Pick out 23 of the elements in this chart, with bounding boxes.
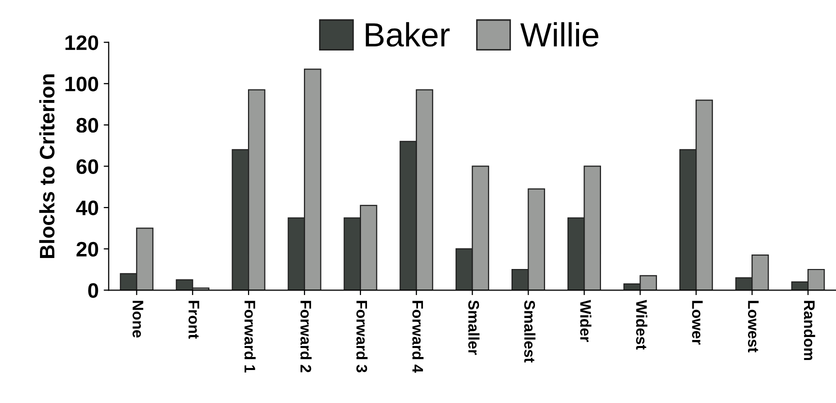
x-tick-label: Forward 4 xyxy=(412,300,424,373)
x-tick-label: Smallest xyxy=(524,300,536,363)
x-tick-label: Lowest xyxy=(748,300,759,352)
x-tick-label: Widest xyxy=(636,300,648,350)
x-tick-label: Wider xyxy=(580,300,592,342)
y-tick-label: 120 xyxy=(66,35,98,50)
x-tick-label: None xyxy=(132,300,144,338)
legend-label: Willie xyxy=(520,22,598,47)
x-tick-label: Random xyxy=(804,300,816,360)
y-tick-label: 100 xyxy=(66,76,98,92)
y-axis-title: Blocks to Criterion xyxy=(39,74,55,258)
y-tick-label: 20 xyxy=(76,242,98,257)
y-tick-label: 40 xyxy=(76,200,98,216)
x-tick-label: Forward 1 xyxy=(244,300,256,372)
y-tick-label: 60 xyxy=(76,159,98,174)
x-tick-label: Forward 2 xyxy=(300,300,312,372)
x-tick-label: Smaller xyxy=(468,300,480,355)
y-tick-label: 0 xyxy=(88,283,98,298)
x-tick-label: Front xyxy=(188,300,200,339)
x-tick-label: Forward 3 xyxy=(356,300,368,372)
y-tick-label: 80 xyxy=(76,118,98,133)
legend-label: Baker xyxy=(366,22,450,47)
x-tick-label: Lower xyxy=(692,300,703,345)
